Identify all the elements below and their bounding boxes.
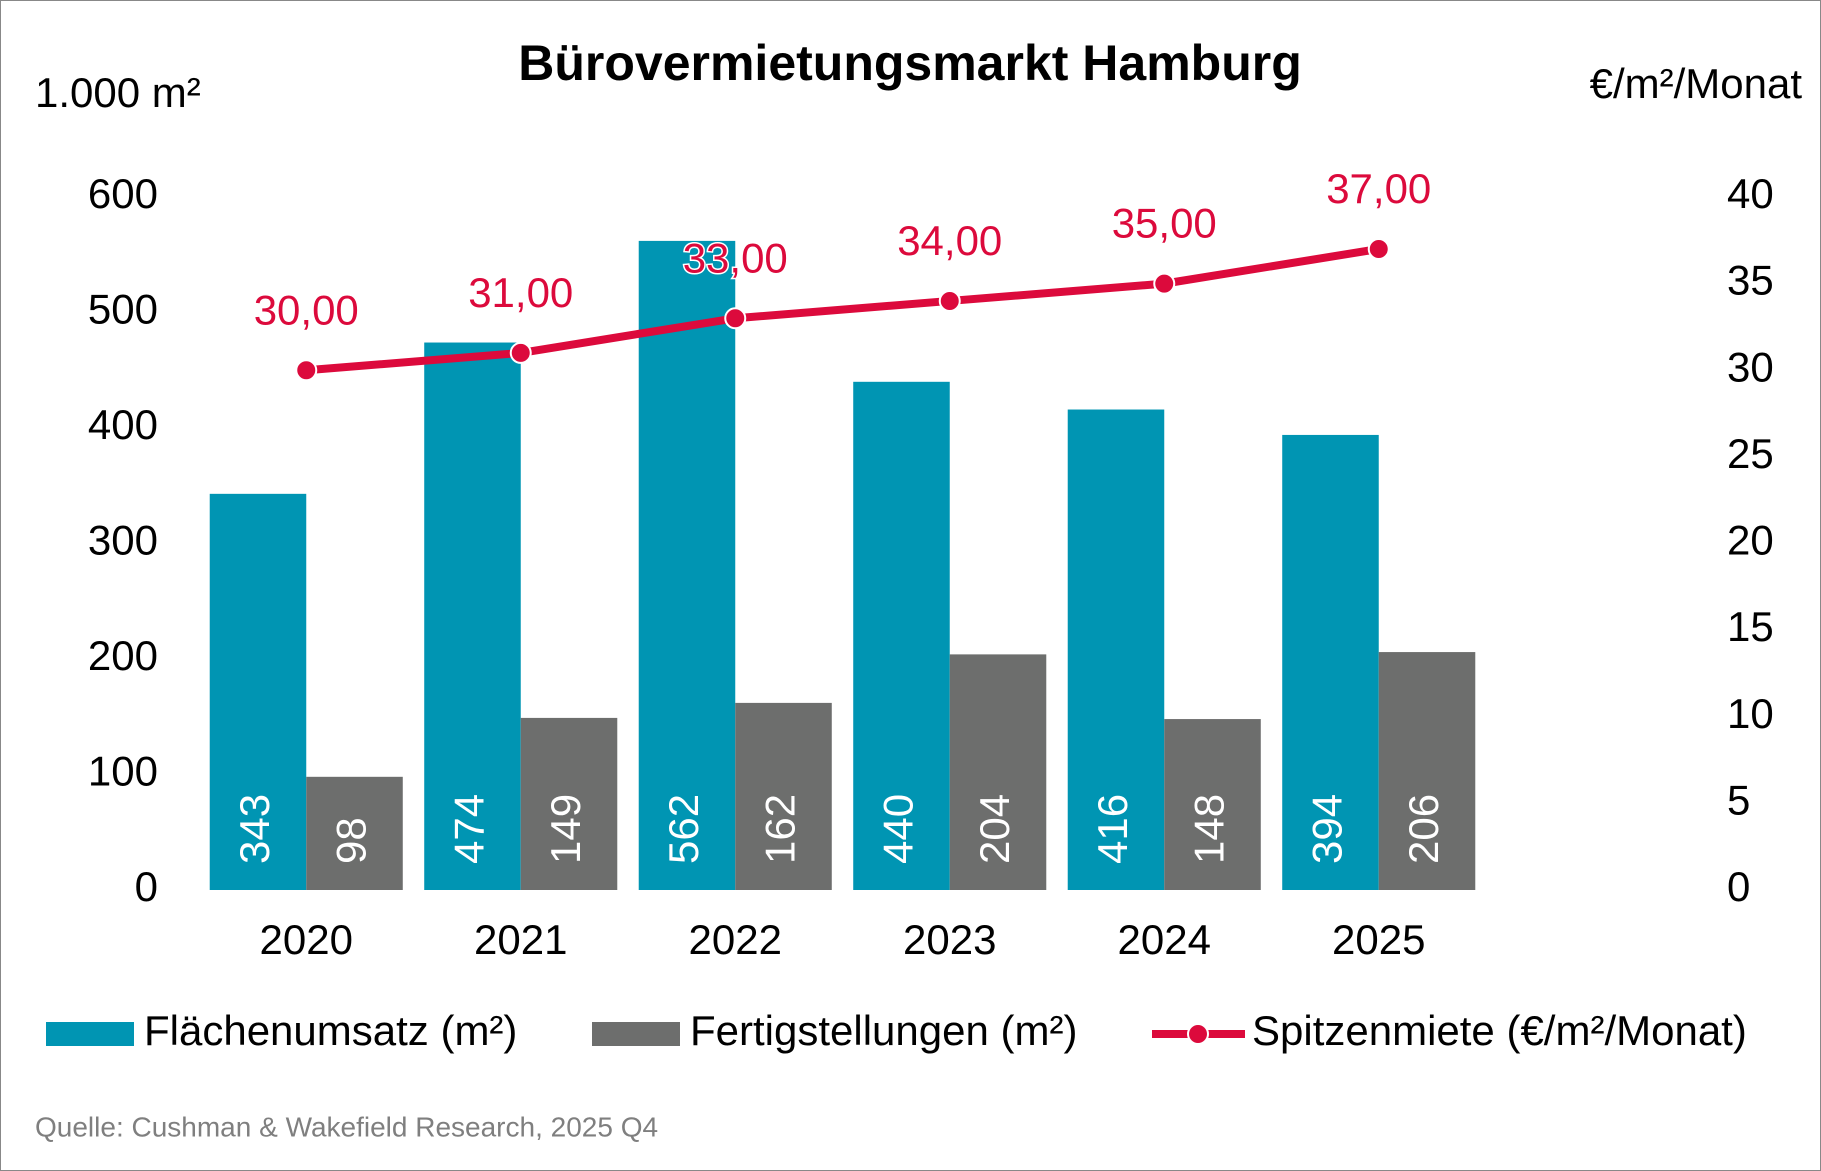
x-tick-label: 2020 — [260, 916, 353, 963]
y2-tick-label: 40 — [1727, 170, 1774, 217]
legend-label: Fertigstellungen (m²) — [690, 1007, 1077, 1054]
y-tick-label: 500 — [88, 286, 158, 333]
y2-tick-label: 15 — [1727, 603, 1774, 650]
bar — [306, 776, 403, 890]
y2-tick-label: 30 — [1727, 343, 1774, 390]
x-tick-label: 2021 — [474, 916, 567, 963]
y-tick-label: 200 — [88, 632, 158, 679]
bar — [424, 342, 521, 890]
line-point — [1153, 272, 1176, 295]
legend-label: Spitzenmiete (€/m²/Monat) — [1252, 1007, 1747, 1054]
legend-label: Flächenumsatz (m²) — [144, 1007, 517, 1054]
bar-value-label: 562 — [660, 794, 707, 864]
bar — [735, 702, 832, 890]
line-point — [509, 341, 532, 364]
x-tick-label: 2022 — [689, 916, 782, 963]
chart-title: Bürovermietungsmarkt Hamburg — [518, 35, 1302, 91]
bar-value-label: 149 — [542, 794, 589, 864]
source: Quelle: Cushman & Wakefield Research, 20… — [35, 1111, 658, 1142]
line-value-label: 31,00 — [468, 269, 573, 316]
x-tick-label: 2023 — [903, 916, 996, 963]
legend-swatch — [592, 1022, 680, 1046]
bar — [1282, 434, 1379, 890]
line-point — [1367, 237, 1390, 260]
y2-tick-label: 5 — [1727, 776, 1750, 823]
bar — [1164, 719, 1261, 890]
bar-value-label: 148 — [1186, 794, 1233, 864]
line-value-label: 33,00 — [683, 234, 788, 281]
x-tick-label: 2024 — [1118, 916, 1211, 963]
x-tick-label: 2025 — [1332, 916, 1425, 963]
bar-value-label: 394 — [1304, 794, 1351, 864]
y2-tick-label: 20 — [1727, 517, 1774, 564]
bar-value-label: 162 — [757, 794, 804, 864]
bar-value-label: 440 — [875, 794, 922, 864]
y2-axis-title: €/m²/Monat — [1590, 60, 1803, 107]
y2-tick-label: 10 — [1727, 690, 1774, 737]
y2-tick-label: 25 — [1727, 430, 1774, 477]
y-tick-label: 0 — [135, 863, 158, 910]
y2-tick-label: 35 — [1727, 257, 1774, 304]
line-point — [295, 359, 318, 382]
line-point — [938, 289, 961, 312]
y-tick-label: 600 — [88, 170, 158, 217]
bar — [949, 654, 1047, 890]
y2-tick-label: 0 — [1727, 863, 1750, 910]
line-value-label: 37,00 — [1326, 165, 1431, 212]
y-tick-label: 100 — [88, 748, 158, 795]
bar — [520, 717, 618, 890]
bar — [1067, 409, 1165, 890]
line-value-label: 34,00 — [897, 217, 1002, 264]
y-tick-label: 300 — [88, 517, 158, 564]
bar — [1378, 652, 1476, 890]
bar-value-label: 98 — [328, 817, 375, 864]
bar-value-label: 204 — [971, 794, 1018, 864]
line — [305, 245, 1380, 375]
bar-value-label: 206 — [1400, 794, 1447, 864]
line-value-label: 30,00 — [254, 286, 359, 333]
bar — [853, 381, 950, 890]
legend-swatch — [46, 1022, 134, 1046]
bar-value-label: 416 — [1089, 794, 1136, 864]
bar-value-label: 343 — [231, 794, 278, 864]
y-tick-label: 400 — [88, 401, 158, 448]
y-axis-title: 1.000 m² — [35, 69, 201, 116]
legend-swatch — [1187, 1023, 1209, 1045]
bar — [638, 240, 736, 890]
bar — [209, 493, 307, 890]
bar-value-label: 474 — [446, 794, 493, 864]
line-point — [724, 307, 747, 330]
line-value-label: 35,00 — [1112, 200, 1217, 247]
